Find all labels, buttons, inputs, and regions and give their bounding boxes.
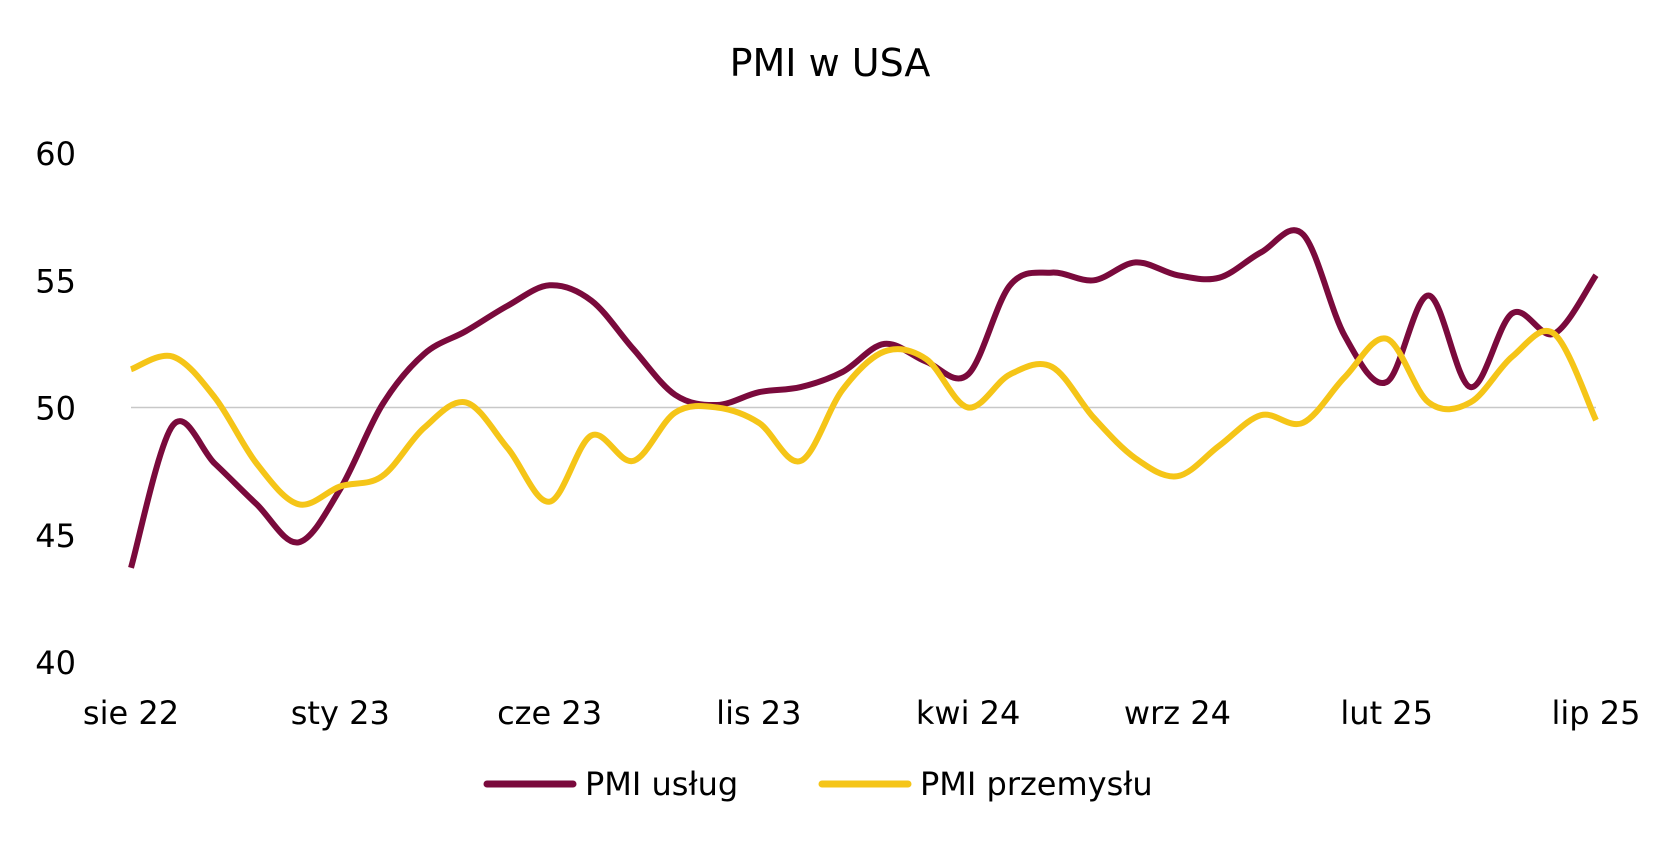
y-axis-ticks: 40 45 50 55 60: [35, 135, 76, 682]
y-tick-label: 40: [35, 644, 76, 682]
y-tick-label: 55: [35, 262, 76, 300]
series-line-manufacturing: [129, 328, 1599, 508]
legend: PMI usług PMI przemysłu: [483, 765, 1153, 803]
x-tick-label: lip 25: [1552, 694, 1641, 732]
x-tick-label: kwi 24: [916, 694, 1020, 732]
series-layer: [128, 227, 1599, 569]
series-line-services: [128, 227, 1599, 569]
chart-title: PMI w USA: [730, 41, 931, 85]
x-tick-label: lut 25: [1340, 694, 1433, 732]
y-tick-label: 50: [35, 390, 76, 428]
y-tick-label: 45: [35, 517, 76, 555]
x-tick-label: sty 23: [291, 694, 390, 732]
x-tick-label: cze 23: [497, 694, 602, 732]
x-tick-label: lis 23: [716, 694, 801, 732]
legend-label-manufacturing: PMI przemysłu: [920, 765, 1153, 803]
x-axis-ticks: sie 22 sty 23 cze 23 lis 23 kwi 24 wrz 24 lut …: [83, 694, 1641, 732]
legend-label-services: PMI usług: [585, 765, 738, 803]
x-tick-label: sie 22: [83, 694, 179, 732]
y-tick-label: 60: [35, 135, 76, 173]
x-tick-label: wrz 24: [1124, 694, 1231, 732]
